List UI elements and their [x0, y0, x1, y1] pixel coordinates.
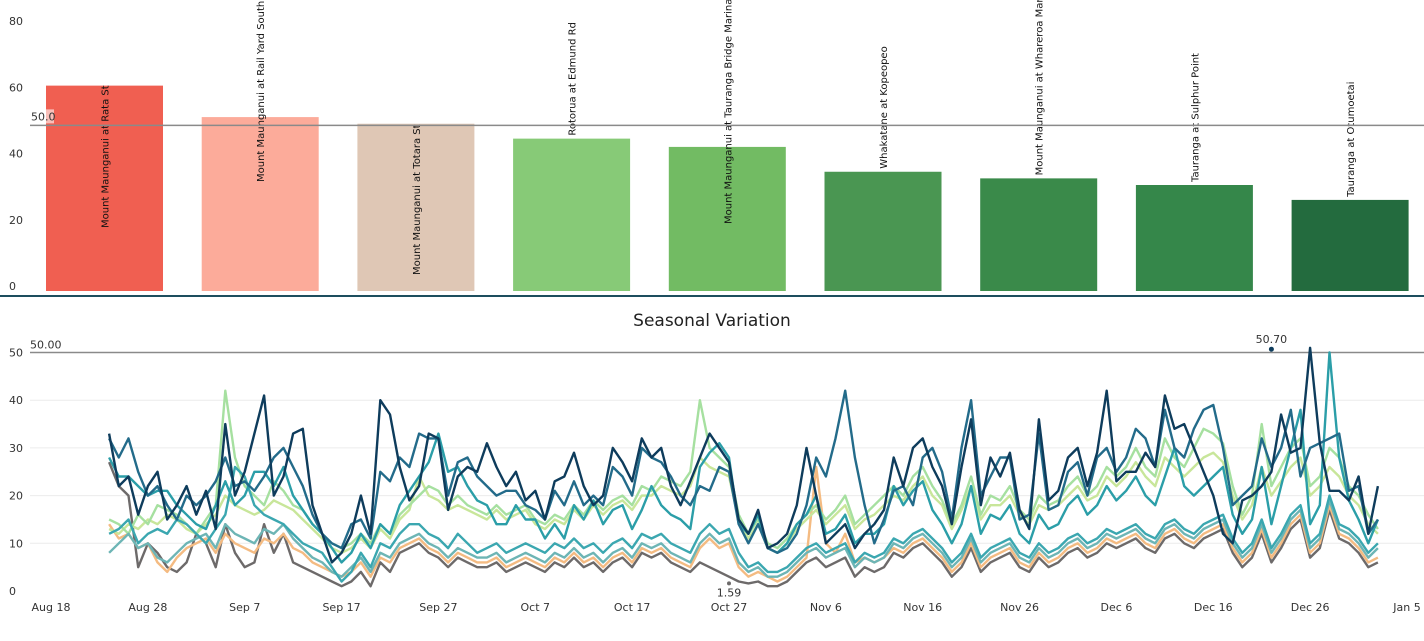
- line-y-tick: 30: [9, 442, 23, 455]
- bar[interactable]: [46, 85, 163, 291]
- line-y-tick: 0: [9, 585, 16, 598]
- bar-label: Mount Maunganui at Rata St: [101, 85, 112, 228]
- bar-label: Tauranga at Sulphur Point: [1190, 53, 1201, 183]
- min-point: [727, 581, 731, 586]
- line-x-tick: Nov 16: [903, 601, 942, 614]
- threshold-label: 50.0: [31, 110, 56, 123]
- series-line[interactable]: [108, 499, 1379, 578]
- line-y-tick: 50: [9, 347, 23, 360]
- line-x-tick: Sep 17: [322, 601, 360, 614]
- line-x-tick: Sep 7: [229, 601, 260, 614]
- bar-label: Mount Maunganui at Tauranga Bridge Marin…: [723, 0, 734, 224]
- bar-label: Mount Maunganui at Rail Yard South: [256, 1, 267, 182]
- line-x-tick: Nov 6: [810, 601, 842, 614]
- bar-label: Whakatane at Kopeopeo: [879, 46, 890, 168]
- panel-divider: [0, 295, 1424, 297]
- min-annotation: 1.59: [717, 586, 742, 599]
- bar-label: Rotorua at Edmund Rd: [568, 22, 579, 136]
- max-point: [1268, 346, 1274, 352]
- line-x-tick: Aug 28: [128, 601, 167, 614]
- line-x-tick: Jan 5: [1392, 601, 1420, 614]
- bar[interactable]: [1291, 199, 1409, 291]
- series-line[interactable]: [107, 461, 1379, 588]
- line-x-tick: Dec 6: [1101, 601, 1133, 614]
- line-x-tick: Dec 26: [1291, 601, 1330, 614]
- series-line[interactable]: [108, 451, 1379, 555]
- line-x-tick: Dec 16: [1194, 601, 1233, 614]
- bar[interactable]: [513, 138, 631, 291]
- bar-y-tick: 60: [9, 81, 23, 94]
- bar[interactable]: [824, 171, 942, 291]
- line-x-tick: Oct 17: [614, 601, 651, 614]
- bar-label: Mount Maunganui at Whareroa Marae: [1035, 0, 1046, 175]
- line-y-tick: 20: [9, 490, 23, 503]
- line-x-tick: Nov 26: [1000, 601, 1039, 614]
- bar-y-tick: 0: [9, 280, 16, 293]
- line-x-tick: Oct 27: [711, 601, 748, 614]
- bar[interactable]: [1135, 185, 1253, 291]
- bar-label: Tauranga at Otumoetai: [1346, 82, 1357, 198]
- station-bar-chart: 0 20 40 60 80 Mount Maunganui at Rata St Mount…: [9, 0, 1424, 293]
- line-x-tick: Sep 27: [419, 601, 457, 614]
- bar-y-tick: 40: [9, 148, 23, 161]
- threshold-label: 50.00: [30, 339, 62, 352]
- line-y-tick: 10: [9, 537, 23, 550]
- bar[interactable]: [980, 178, 1098, 291]
- bar[interactable]: [357, 123, 475, 291]
- threshold-label-bg: [30, 109, 54, 124]
- max-annotation: 50.70: [1256, 333, 1288, 346]
- bar-label: Mount Maunganui at Totara St: [412, 124, 423, 275]
- line-x-tick: Oct 7: [521, 601, 551, 614]
- series-line[interactable]: [107, 346, 1380, 564]
- line-x-tick: Aug 18: [32, 601, 71, 614]
- series-line[interactable]: [108, 465, 1379, 583]
- series-line[interactable]: [108, 465, 1379, 583]
- line-y-tick: 40: [9, 394, 23, 407]
- seasonal-line-chart: Seasonal Variation 0 10 20 30 40 50 Aug 18 Aug …: [9, 311, 1424, 614]
- bar-y-tick: 20: [9, 214, 23, 227]
- line-chart-title: Seasonal Variation: [633, 311, 791, 331]
- bar[interactable]: [201, 117, 319, 291]
- bar-y-tick: 80: [9, 15, 23, 28]
- bar[interactable]: [668, 146, 786, 291]
